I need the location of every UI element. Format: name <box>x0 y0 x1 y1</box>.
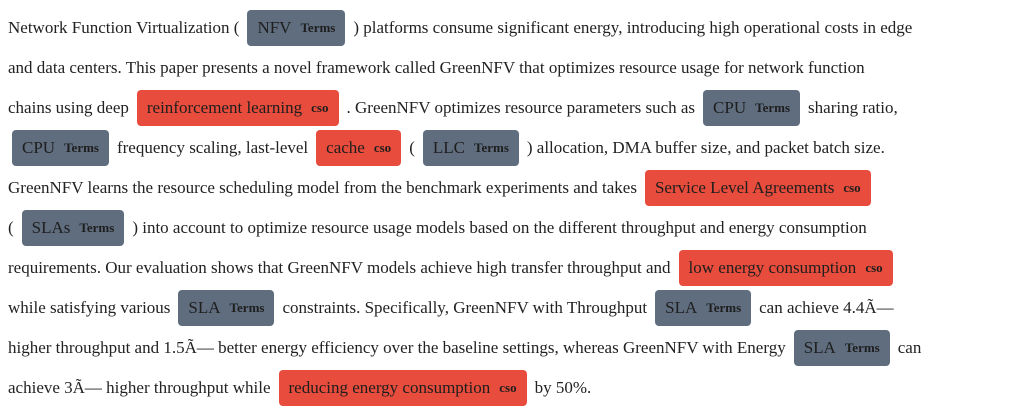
entity-tag: cache cso <box>316 130 402 166</box>
text-segment: while satisfying various <box>8 298 171 317</box>
text-line: ( SLAs Terms ) into account to optimize res… <box>8 208 871 248</box>
text-segment: ( <box>409 138 415 157</box>
entity-text: cache <box>326 138 365 157</box>
text-segment: by 50%. <box>534 378 592 397</box>
entity-text: NFV <box>257 18 292 37</box>
entity-label: Terms <box>706 300 742 315</box>
entity-label: Terms <box>755 100 791 115</box>
text-segment: frequency scaling, last-level <box>116 138 309 157</box>
text-line: CPU Terms frequency scaling, last-level cac… <box>8 128 889 168</box>
entity-tag: CPU Terms <box>12 130 109 166</box>
text-segment: higher throughput and 1.5Ã— better energ… <box>8 338 786 357</box>
text-segment: chains using deep <box>8 98 129 117</box>
text-line: chains using deep reinforcement learning c… <box>8 88 902 128</box>
entity-text: reducing energy consumption <box>288 378 491 397</box>
text-segment: . GreenNFV optimizes resource parameters… <box>346 98 696 117</box>
entity-text: Service Level Agreements <box>654 178 835 197</box>
entity-text: low energy consumption <box>688 258 857 277</box>
text-segment: requirements. Our evaluation shows that … <box>8 258 671 277</box>
text-line: requirements. Our evaluation shows that … <box>8 248 901 288</box>
entity-text: LLC <box>432 138 465 157</box>
entity-text: CPU <box>713 98 747 117</box>
text-segment: ) platforms consume significant energy, … <box>353 18 913 37</box>
entity-tag: Service Level Agreements cso <box>644 170 871 206</box>
text-segment: and data centers. This paper presents a … <box>8 58 865 77</box>
text-segment: ) allocation, DMA buffer size, and packe… <box>526 138 885 157</box>
entity-text: reinforcement learning <box>146 98 303 117</box>
entity-tag: SLA Terms <box>655 290 752 326</box>
entity-label: Terms <box>64 140 99 155</box>
text-line: higher throughput and 1.5Ã— better energ… <box>8 328 925 368</box>
text-segment: ) into account to optimize resource usag… <box>132 218 867 237</box>
entity-label: cso <box>499 380 517 395</box>
text-line: while satisfying various SLA Terms constrai… <box>8 288 898 328</box>
entity-text: CPU <box>22 138 56 157</box>
entity-label: Terms <box>229 300 265 315</box>
entity-tag: SLA Terms <box>178 290 275 326</box>
entity-tag: reducing energy consumption cso <box>278 370 527 406</box>
entity-label: cso <box>311 100 329 115</box>
entity-label: Terms <box>79 220 115 235</box>
entity-tag: SLAs Terms <box>21 210 125 246</box>
entity-tag: NFV Terms <box>247 10 346 46</box>
text-segment: can achieve 4.4Ã— <box>759 298 894 317</box>
text-line: achieve 3Ã— higher throughput while reduc… <box>8 368 595 408</box>
text-segment: can <box>897 338 922 357</box>
entity-text: SLA <box>665 298 698 317</box>
entity-label: Terms <box>300 20 336 35</box>
text-segment: sharing ratio, <box>808 98 898 117</box>
entity-tag: low energy consumption cso <box>678 250 893 286</box>
text-segment: constraints. Specifically, GreenNFV with… <box>282 298 648 317</box>
text-segment: achieve 3Ã— higher throughput while <box>8 378 271 397</box>
entity-tag: LLC Terms <box>422 130 519 166</box>
entity-text: SLAs <box>31 218 71 237</box>
entity-label: Terms <box>473 140 509 155</box>
entity-label: Terms <box>844 340 880 355</box>
text-line: and data centers. This paper presents a … <box>8 48 869 88</box>
text-segment: GreenNFV learns the resource scheduling … <box>8 178 637 197</box>
entity-tag: SLA Terms <box>793 330 890 366</box>
text-line: GreenNFV learns the resource scheduling … <box>8 168 879 208</box>
entity-label: cso <box>843 180 861 195</box>
entity-label: cso <box>865 260 883 275</box>
entity-tag: CPU Terms <box>703 90 801 126</box>
entity-text: SLA <box>188 298 221 317</box>
text-segment: ( <box>8 218 14 237</box>
entity-tag: reinforcement learning cso <box>136 90 339 126</box>
entity-text: SLA <box>803 338 836 357</box>
text-segment: Network Function Virtualization ( <box>8 18 240 37</box>
text-line: Network Function Virtualization ( NFV Term… <box>8 8 916 48</box>
entity-label: cso <box>373 140 392 155</box>
